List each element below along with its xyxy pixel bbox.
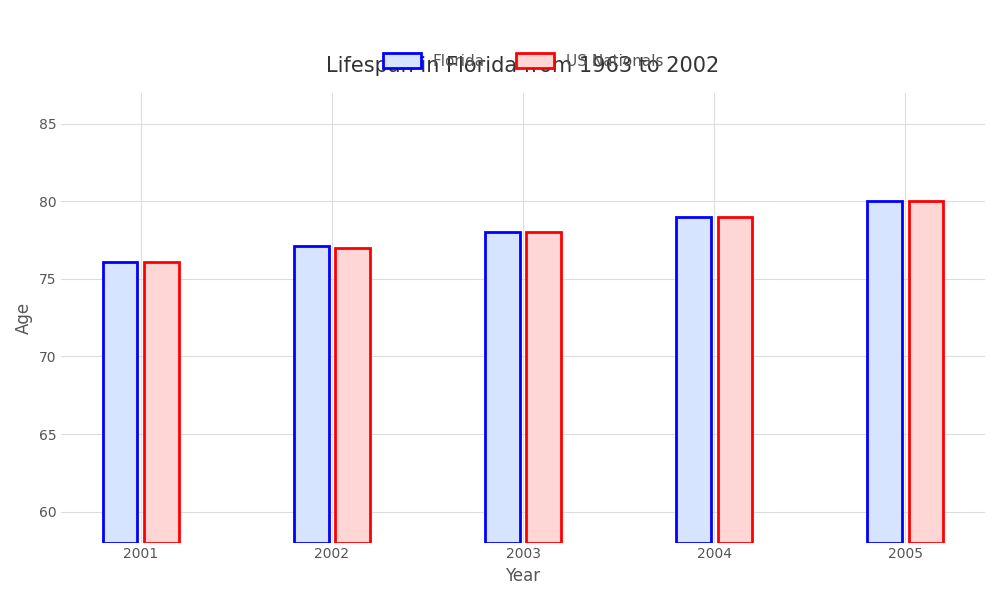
Bar [485,232,520,542]
Bar [526,232,561,542]
X-axis label: Year: Year [505,567,541,585]
Bar [909,202,943,542]
Bar [294,247,329,542]
Legend: Florida, US Nationals: Florida, US Nationals [376,46,670,74]
Title: Lifespan in Florida from 1963 to 2002: Lifespan in Florida from 1963 to 2002 [326,56,720,76]
Bar [718,217,752,542]
Bar [103,262,137,542]
Bar [676,217,711,542]
Bar [335,248,370,542]
Bar [144,262,179,542]
Y-axis label: Age: Age [15,302,33,334]
Bar [867,202,902,542]
